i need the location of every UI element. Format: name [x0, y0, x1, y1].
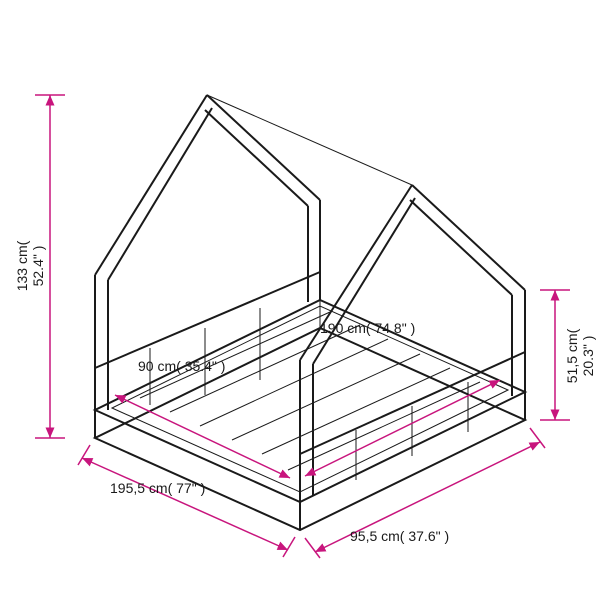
dim-height-total: 133 cm( 52.4" ) [14, 226, 46, 306]
dim-external-width-in: 37.6" ) [408, 528, 449, 544]
dim-mattress-length-in: 74.8" ) [374, 320, 415, 336]
dim-external-width: 95,5 cm( 37.6" ) [350, 528, 449, 544]
dim-mattress-width-cm: 90 cm( [138, 358, 181, 374]
dim-external-length-in: 77" ) [176, 480, 205, 496]
dim-mattress-length: 190 cm( 74.8" ) [320, 320, 415, 336]
dim-external-length-cm: 195,5 cm( [110, 480, 172, 496]
dim-mattress-length-cm: 190 cm( [320, 320, 371, 336]
diagram-container: 133 cm( 52.4" ) 90 cm( 35.4" ) 190 cm( 7… [0, 0, 600, 600]
bed-drawing [0, 0, 600, 600]
dim-mattress-width-in: 35.4" ) [185, 358, 226, 374]
dim-external-length: 195,5 cm( 77" ) [110, 480, 205, 496]
dim-side-height-in: 20.3" ) [580, 336, 596, 377]
dim-mattress-width: 90 cm( 35.4" ) [138, 358, 225, 374]
dim-external-width-cm: 95,5 cm( [350, 528, 404, 544]
dim-height-total-cm: 133 cm( [14, 241, 30, 292]
dim-height-total-in: 52.4" ) [30, 246, 46, 287]
dim-side-height-cm: 51,5 cm( [564, 329, 580, 383]
dim-side-height: 51,5 cm( 20.3" ) [564, 316, 596, 396]
